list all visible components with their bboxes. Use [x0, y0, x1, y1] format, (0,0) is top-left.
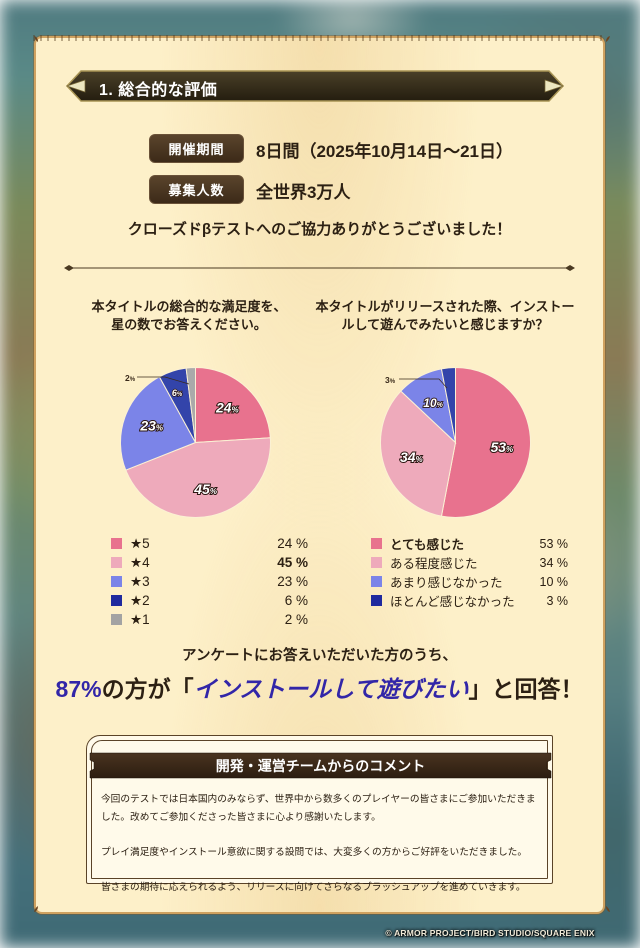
svg-text:3%: 3% [385, 375, 396, 385]
svg-text:2%: 2% [125, 373, 136, 383]
